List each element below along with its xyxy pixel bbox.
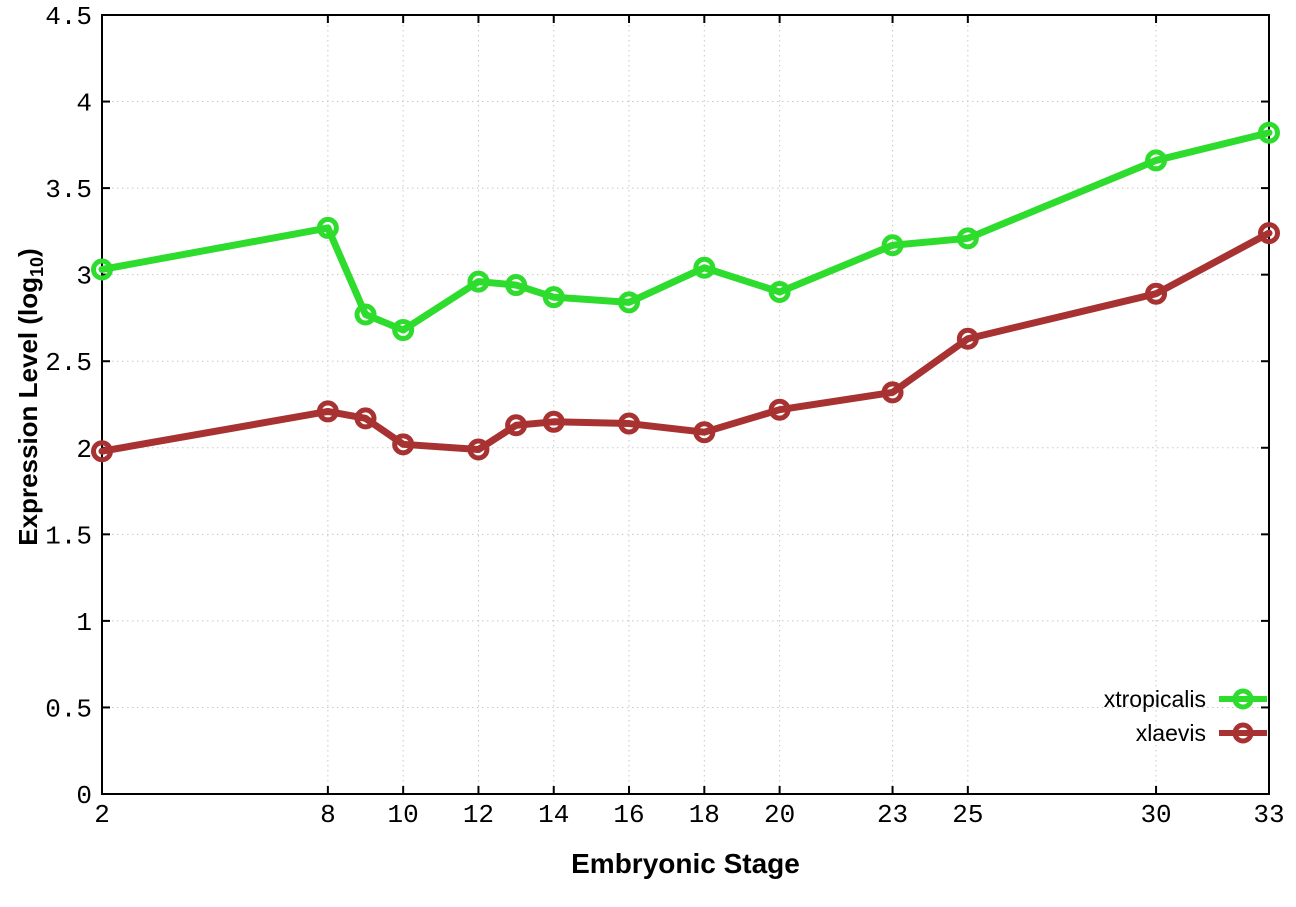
- data-point-xtropicalis: [693, 256, 716, 279]
- y-tick-label: 2.5: [45, 348, 92, 378]
- legend: xtropicalis xlaevis: [1104, 684, 1268, 748]
- legend-line-point-xtropicalis-icon: [1219, 688, 1267, 710]
- legend-entry: xlaevis: [1136, 718, 1268, 748]
- data-point-xlaevis: [542, 410, 565, 433]
- data-point-xtropicalis: [768, 280, 791, 303]
- x-tick-label: 10: [388, 800, 419, 830]
- data-point-xtropicalis: [467, 270, 490, 293]
- legend-line-point-xlaevis-icon: [1219, 722, 1267, 744]
- data-point-xlaevis: [467, 438, 490, 461]
- y-axis-title-subscript: 10: [27, 256, 48, 277]
- data-point-xlaevis: [881, 381, 904, 404]
- data-point-xtropicalis: [505, 274, 528, 297]
- data-point-xlaevis: [354, 407, 377, 430]
- data-point-xlaevis: [91, 440, 113, 463]
- y-axis-title-text: Expression Level (log: [13, 276, 43, 546]
- data-point-xtropicalis: [542, 286, 565, 309]
- data-point-xlaevis: [1258, 222, 1280, 245]
- legend-label-xtropicalis: xtropicalis: [1103, 685, 1206, 712]
- x-tick-label: 2: [94, 800, 110, 830]
- x-tick-label: 25: [952, 800, 983, 830]
- data-point-xlaevis: [1145, 282, 1168, 305]
- y-tick-label: 1: [76, 608, 92, 638]
- y-tick-label: 0: [76, 781, 92, 811]
- x-tick-label: 33: [1253, 800, 1284, 830]
- y-tick-label: 2: [76, 435, 92, 465]
- data-point-xlaevis: [316, 400, 339, 423]
- legend-label-xlaevis: xlaevis: [1135, 719, 1206, 746]
- data-point-xtropicalis: [91, 258, 113, 281]
- y-tick-label: 3: [76, 262, 92, 292]
- y-axis-title-close: ): [13, 248, 43, 257]
- x-tick-label: 16: [613, 800, 644, 830]
- x-tick-label: 14: [538, 800, 569, 830]
- data-point-xlaevis: [693, 421, 716, 444]
- data-point-xtropicalis: [618, 291, 641, 314]
- x-tick-label: 30: [1140, 800, 1171, 830]
- plot-border: [101, 14, 1270, 795]
- y-tick-label: 1.5: [45, 521, 92, 551]
- data-point-xtropicalis: [354, 303, 377, 326]
- x-tick-label: 12: [463, 800, 494, 830]
- data-point-xlaevis: [392, 433, 415, 456]
- y-axis-title: Expression Level (log10): [8, 0, 48, 797]
- y-tick-label: 4: [76, 89, 92, 119]
- data-point-xlaevis: [956, 327, 979, 350]
- y-tick-label: 3.5: [45, 175, 92, 205]
- data-point-xlaevis: [768, 398, 791, 421]
- legend-entry: xtropicalis: [1104, 684, 1268, 714]
- data-point-xlaevis: [505, 414, 528, 437]
- x-tick-label: 20: [764, 800, 795, 830]
- series-line-xtropicalis: [98, 129, 1273, 334]
- data-point-xtropicalis: [1258, 121, 1280, 144]
- x-axis-title: Embryonic Stage: [571, 848, 800, 879]
- data-point-xtropicalis: [316, 216, 339, 239]
- data-point-xtropicalis: [1145, 149, 1168, 172]
- data-point-xlaevis: [618, 412, 641, 435]
- x-tick-label: 8: [320, 800, 336, 830]
- series-line-xlaevis: [98, 229, 1273, 455]
- data-point-xtropicalis: [392, 319, 415, 342]
- x-tick-label: 18: [689, 800, 720, 830]
- y-tick-label: 0.5: [45, 694, 92, 724]
- x-tick-label: 23: [877, 800, 908, 830]
- data-point-xtropicalis: [881, 234, 904, 257]
- y-tick-label: 4.5: [45, 2, 92, 32]
- data-point-xtropicalis: [956, 227, 979, 250]
